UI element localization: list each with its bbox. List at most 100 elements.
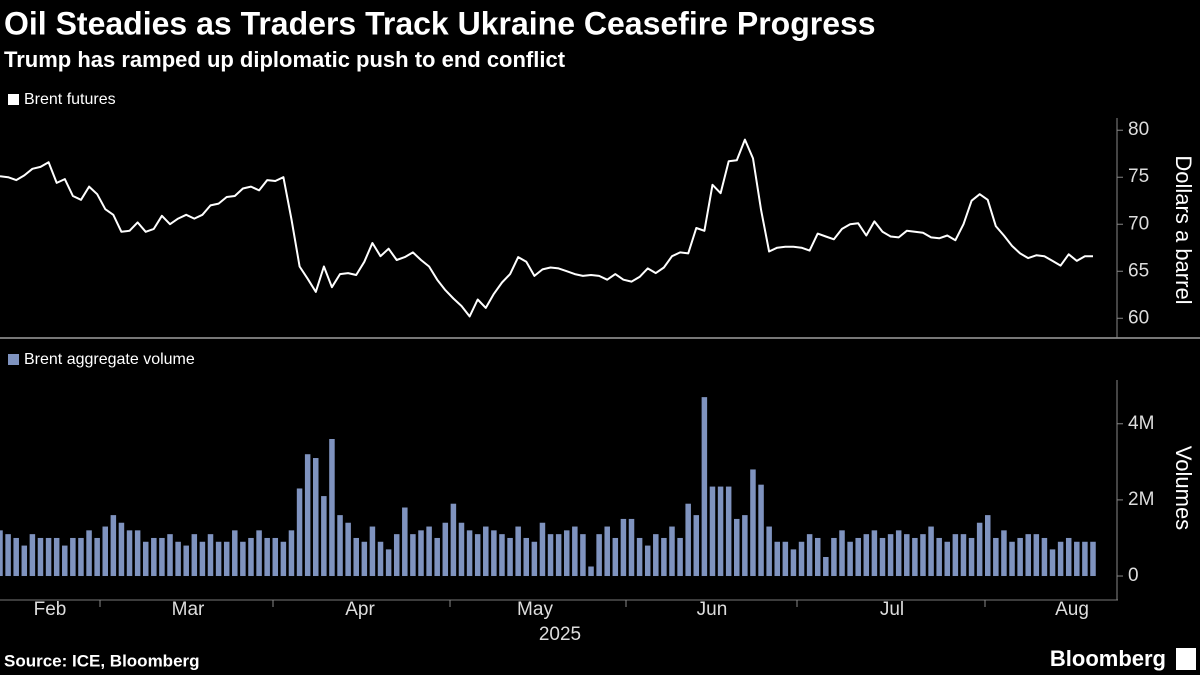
- volume-bar: [377, 541, 384, 577]
- volume-bar: [1074, 541, 1080, 577]
- volume-bar: [887, 534, 894, 577]
- volume-bar: [94, 537, 100, 577]
- volume-bar: [507, 537, 513, 577]
- volume-bar: [215, 541, 222, 577]
- volume-bar: [920, 534, 926, 577]
- volume-bar: [904, 534, 910, 577]
- volume-bar: [742, 515, 748, 577]
- volume-bar: [968, 537, 975, 577]
- price-line: [0, 138, 1093, 318]
- legend-swatch: [8, 94, 19, 105]
- volume-bar: [0, 530, 3, 577]
- volume-bar: [523, 537, 530, 577]
- volume-bar: [191, 534, 198, 577]
- volume-bar: [685, 503, 691, 577]
- legend-swatch: [8, 354, 19, 365]
- volume-bar: [53, 537, 60, 577]
- volume-bar: [644, 545, 651, 577]
- volume-bar: [1065, 537, 1072, 577]
- x-tick-label: Jul: [880, 599, 904, 620]
- volume-bar: [29, 534, 36, 577]
- volume-bar: [839, 530, 845, 577]
- volume-bar: [385, 549, 392, 577]
- volume-bar: [976, 522, 983, 577]
- volume-bar: [102, 526, 109, 577]
- volume-bar: [1009, 541, 1015, 577]
- volume-bar: [450, 503, 457, 577]
- volume-bar: [426, 526, 432, 577]
- volume-bar: [806, 534, 813, 577]
- volume-bar: [207, 534, 214, 577]
- volume-bar: [1090, 541, 1096, 577]
- volume-bar: [661, 537, 667, 577]
- volume-bar: [37, 537, 44, 577]
- volume-bar: [134, 530, 141, 577]
- volume-bar: [1033, 534, 1040, 577]
- volume-bar: [369, 526, 376, 577]
- y-tick-label: 80: [1128, 119, 1149, 140]
- volume-bar: [782, 541, 789, 577]
- volume-bar: [272, 537, 279, 577]
- volume-bar: [70, 537, 76, 577]
- volume-bar: [442, 522, 449, 577]
- volume-bar: [118, 522, 125, 577]
- volume-bar: [984, 515, 991, 577]
- legend-label: Brent futures: [24, 91, 116, 108]
- volume-bar: [572, 526, 578, 577]
- volume-bar: [5, 534, 11, 577]
- volume-bar: [434, 537, 440, 577]
- y-axis-label: Volumes: [1171, 446, 1196, 530]
- volume-bar: [345, 522, 351, 577]
- volume-bar: [1057, 541, 1064, 577]
- volume-bar: [321, 496, 327, 577]
- volume-bar: [1001, 530, 1007, 577]
- volume-bar: [393, 534, 400, 577]
- volume-bar: [596, 534, 602, 577]
- volume-bar: [313, 458, 319, 577]
- volume-bar: [823, 556, 829, 577]
- volume-bar: [604, 526, 610, 577]
- volume-bar: [717, 486, 724, 577]
- y-tick-label: 70: [1128, 213, 1149, 234]
- y-tick-label: 75: [1128, 166, 1149, 187]
- volume-bar: [653, 534, 659, 577]
- volume-bar: [86, 530, 92, 577]
- volume-bar: [798, 541, 805, 577]
- volume-bar: [693, 515, 700, 577]
- volume-bar: [142, 541, 149, 577]
- volume-bar: [758, 484, 764, 577]
- volume-bar: [531, 541, 538, 577]
- y-tick-label: 0: [1128, 565, 1139, 586]
- volume-bar: [628, 518, 635, 577]
- x-tick-label: May: [517, 599, 553, 620]
- volume-bar: [329, 438, 335, 577]
- legend-label: Brent aggregate volume: [24, 351, 195, 368]
- volume-bar: [466, 530, 473, 577]
- volume-bar: [78, 537, 84, 577]
- volume-bar: [304, 454, 311, 577]
- volume-bar: [895, 530, 902, 577]
- y-tick-label: 2M: [1128, 489, 1154, 510]
- volume-bar: [871, 530, 878, 577]
- volume-bar: [199, 541, 206, 577]
- volume-bar: [361, 541, 368, 577]
- volume-bar: [709, 486, 716, 577]
- volume-bar: [280, 541, 287, 577]
- volume-bar: [474, 534, 481, 577]
- volume-bar: [110, 515, 117, 577]
- volume-bar: [952, 534, 959, 577]
- volume-bar: [296, 488, 303, 577]
- volume-bar: [847, 541, 853, 577]
- volume-bar: [750, 469, 756, 577]
- volume-bar: [701, 397, 708, 577]
- volume-bar: [993, 537, 999, 577]
- volume-bar: [928, 526, 934, 577]
- volume-bar: [863, 534, 870, 577]
- volume-bar: [539, 522, 546, 577]
- volume-bar: [402, 507, 408, 577]
- volume-bar: [1025, 534, 1031, 577]
- x-tick-label: Feb: [34, 599, 67, 620]
- volume-bar: [563, 530, 570, 577]
- volume-bar: [223, 541, 230, 577]
